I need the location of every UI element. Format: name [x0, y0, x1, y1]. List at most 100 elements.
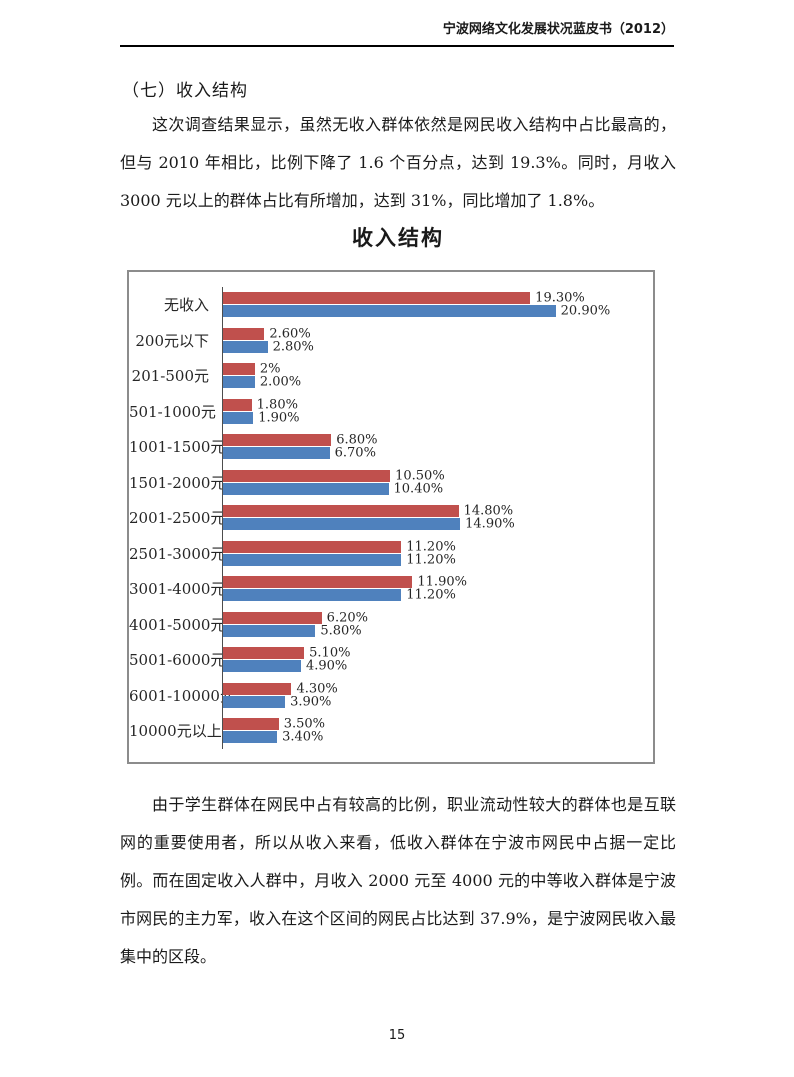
chart-row: 无收入 19.30% 20.90% [129, 287, 640, 323]
chart-row: 6001-10000元 4.30% 3.90% [129, 677, 640, 713]
red-series-bar: 6.20% [223, 610, 368, 625]
value-label: 2% [259, 361, 281, 377]
chart-row: 501-1000元 1.80% 1.90% [129, 393, 640, 429]
value-label: 6.20% [326, 610, 368, 626]
plot-cell: 6.80% 6.70% [222, 429, 640, 465]
plot-cell: 2.60% 2.80% [222, 322, 640, 358]
value-label: 11.20% [406, 539, 456, 555]
chart-row: 3001-4000元 11.90% 11.20% [129, 571, 640, 607]
red-series-bar: 19.30% [223, 291, 585, 306]
plot-cell: 11.20% 11.20% [222, 535, 640, 571]
income-structure-chart: 无收入 19.30% 20.90% 200元以下 2.60% 2.80% 201-500元 2… [127, 270, 655, 764]
value-label: 4.30% [296, 681, 338, 697]
value-label: 2.00% [259, 374, 302, 390]
plot-cell: 3.50% 3.40% [222, 713, 640, 749]
red-series-bar: 11.20% [223, 539, 456, 554]
category-label: 4001-5000元 [129, 615, 226, 634]
section-heading: （七）收入结构 [122, 81, 248, 101]
category-label: 2001-2500元 [129, 509, 226, 528]
value-label: 4.90% [305, 658, 348, 674]
chart-title: 收入结构 [352, 225, 444, 250]
plot-cell: 10.50% 10.40% [222, 464, 640, 500]
red-series-bar: 2% [223, 362, 280, 377]
blue-series-bar: 3.90% [223, 694, 331, 709]
plot-cell: 11.90% 11.20% [222, 571, 640, 607]
blue-series-bar: 6.70% [223, 446, 376, 461]
value-label: 14.90% [465, 516, 515, 532]
blue-series-bar: 2.80% [223, 339, 314, 354]
value-label: 2.60% [269, 326, 311, 342]
value-label: 3.90% [290, 694, 332, 710]
chart-rows: 无收入 19.30% 20.90% 200元以下 2.60% 2.80% 201-500元 2… [129, 287, 640, 749]
value-label: 19.30% [535, 290, 585, 306]
blue-series-bar: 5.80% [223, 623, 362, 638]
paragraph-1: 这次调查结果显示，虽然无收入群体依然是网民收入结构中占比最高的，但与 2010 … [120, 115, 676, 210]
value-label: 5.80% [320, 623, 362, 639]
chart-row: 2501-3000元 11.20% 11.20% [129, 535, 640, 571]
value-label: 6.70% [334, 445, 376, 461]
category-label: 200元以下 [135, 331, 209, 350]
value-label: 11.20% [406, 587, 456, 603]
chart-row: 1001-1500元 6.80% 6.70% [129, 429, 640, 465]
category-label: 1501-2000元 [129, 473, 226, 492]
chart-row: 5001-6000元 5.10% 4.90% [129, 642, 640, 678]
category-label: 201-500元 [131, 367, 209, 386]
value-label: 10.50% [395, 468, 445, 484]
category-label: 5001-6000元 [129, 651, 226, 670]
category-label: 501-1000元 [129, 402, 216, 421]
plot-cell: 4.30% 3.90% [222, 677, 640, 713]
value-label: 2.80% [272, 339, 314, 355]
blue-series-bar: 11.20% [223, 588, 456, 603]
plot-cell: 6.20% 5.80% [222, 606, 640, 642]
blue-series-bar: 4.90% [223, 659, 347, 674]
chart-row: 10000元以上 3.50% 3.40% [129, 713, 640, 749]
blue-series-bar: 14.90% [223, 517, 515, 532]
chart-row: 4001-5000元 6.20% 5.80% [129, 606, 640, 642]
value-label: 11.20% [406, 552, 456, 568]
value-label: 6.80% [336, 432, 378, 448]
chart-row: 200元以下 2.60% 2.80% [129, 322, 640, 358]
value-label: 1.90% [258, 410, 300, 426]
category-label: 10000元以上 [129, 722, 222, 741]
plot-cell: 1.80% 1.90% [222, 393, 640, 429]
red-series-bar: 2.60% [223, 326, 311, 341]
plot-cell: 5.10% 4.90% [222, 642, 640, 678]
paragraph-2: 由于学生群体在网民中占有较高的比例，职业流动性较大的群体也是互联网的重要使用者，… [120, 795, 676, 966]
category-label: 2501-3000元 [129, 544, 226, 563]
value-label: 14.80% [463, 503, 514, 519]
page-header: 宁波网络文化发展状况蓝皮书（2012） [120, 18, 674, 47]
red-series-bar: 4.30% [223, 681, 338, 696]
value-label: 10.40% [393, 481, 444, 497]
value-label: 5.10% [309, 645, 351, 661]
value-label: 1.80% [256, 397, 298, 413]
red-series-bar: 5.10% [223, 646, 350, 661]
category-label: 1001-1500元 [129, 438, 226, 457]
chart-row: 1501-2000元 10.50% 10.40% [129, 464, 640, 500]
blue-series-bar: 11.20% [223, 552, 456, 567]
red-series-bar: 10.50% [223, 468, 445, 483]
page-number: 15 [388, 1028, 406, 1043]
chart-row: 2001-2500元 14.80% 14.90% [129, 500, 640, 536]
value-label: 3.40% [282, 729, 324, 745]
blue-series-bar: 20.90% [223, 304, 610, 319]
red-series-bar: 14.80% [223, 504, 513, 519]
chart-row: 201-500元 2% 2.00% [129, 358, 640, 394]
value-label: 3.50% [283, 716, 326, 732]
blue-series-bar: 1.90% [223, 410, 300, 425]
red-series-bar: 6.80% [223, 433, 378, 448]
red-series-bar: 1.80% [223, 397, 298, 412]
header-title: 宁波网络文化发展状况蓝皮书（2012） [442, 22, 674, 37]
category-label: 6001-10000元 [129, 686, 235, 705]
value-label: 11.90% [417, 574, 467, 590]
blue-series-bar: 10.40% [223, 481, 443, 496]
value-label: 20.90% [560, 303, 611, 319]
plot-cell: 2% 2.00% [222, 358, 640, 394]
category-label: 无收入 [163, 296, 209, 315]
red-series-bar: 11.90% [223, 575, 467, 590]
category-label: 3001-4000元 [129, 580, 226, 599]
blue-series-bar: 3.40% [223, 730, 323, 745]
red-series-bar: 3.50% [223, 717, 325, 732]
plot-cell: 14.80% 14.90% [222, 500, 640, 536]
blue-series-bar: 2.00% [223, 375, 301, 390]
